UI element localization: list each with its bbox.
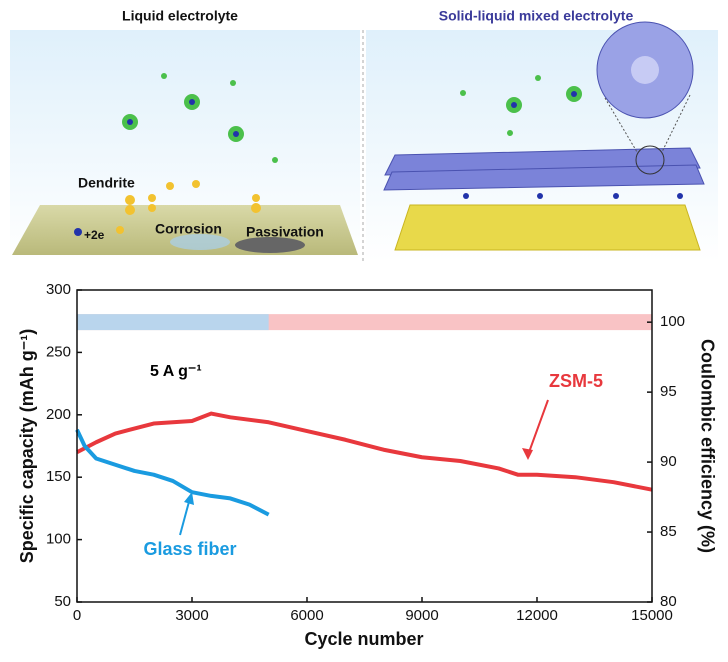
y-tick-label: 50 (54, 593, 71, 610)
y2-tick-label: 90 (660, 453, 677, 470)
y2-tick-label: 85 (660, 523, 677, 540)
zoom-line (604, 97, 638, 153)
series-label: Glass fiber (143, 539, 236, 559)
series-label: ZSM-5 (549, 371, 603, 391)
y-tick-label: 300 (46, 281, 71, 298)
label: +2e (84, 228, 105, 242)
plot-frame (76, 289, 653, 603)
schematic: Liquid electrolyte Solid-liquid mixed el… (10, 8, 718, 262)
y-tick-label: 150 (46, 468, 71, 485)
y2-axis-label: Coulombic efficiency (%) (697, 339, 717, 553)
annotation-arrowhead (184, 492, 194, 505)
label: Dendrite (78, 175, 135, 191)
zeolite-layer (383, 147, 705, 191)
x-tick-label: 0 (73, 607, 81, 624)
capacity-line (76, 411, 653, 492)
y2-tick-label: 100 (660, 313, 685, 330)
x-tick-label: 12000 (516, 607, 558, 624)
zeolite-pore (631, 56, 659, 84)
label: Passivation (246, 224, 324, 240)
capacity-line (75, 428, 270, 517)
panel-title: Liquid electrolyte (122, 8, 238, 24)
y2-tick-label: 80 (660, 593, 677, 610)
y-axis-label: Specific capacity (mAh g⁻¹) (17, 329, 37, 564)
x-tick-label: 9000 (405, 607, 438, 624)
y-tick-label: 100 (46, 531, 71, 548)
cations (74, 91, 683, 236)
passivation-layer (235, 237, 305, 253)
y-tick-label: 200 (46, 406, 71, 423)
dendrites (116, 180, 261, 234)
panel-title: Solid-liquid mixed electrolyte (439, 8, 634, 24)
zoom-ring (635, 145, 665, 175)
annotation-arrowhead (522, 448, 533, 460)
corrosion-area (170, 234, 230, 250)
x-tick-label: 3000 (175, 607, 208, 624)
annotation-arrow (179, 497, 191, 536)
y2-tick-label: 95 (660, 383, 677, 400)
zoom-line (661, 94, 691, 153)
right-electrode (394, 204, 701, 251)
x-axis-label: Cycle number (304, 629, 423, 649)
chart: Cycle number Specific capacity (mAh g⁻¹)… (17, 281, 718, 649)
x-tick-label: 6000 (290, 607, 323, 624)
annotation-arrow (527, 399, 549, 456)
annotation: 5 A g⁻¹ (150, 363, 202, 380)
y-tick-label: 250 (46, 343, 71, 360)
label: Corrosion (155, 221, 222, 237)
x-tick-label: 15000 (631, 607, 673, 624)
